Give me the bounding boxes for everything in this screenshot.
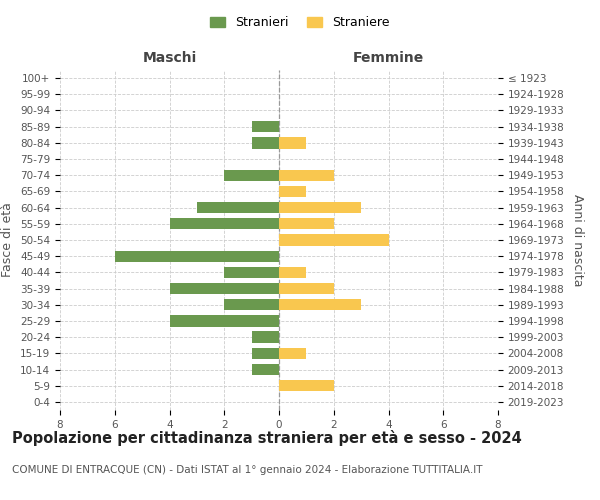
Bar: [279, 170, 334, 181]
Bar: [197, 202, 279, 213]
Y-axis label: Fasce di età: Fasce di età: [1, 202, 14, 278]
Bar: [115, 250, 279, 262]
Bar: [224, 170, 279, 181]
Bar: [251, 137, 279, 148]
Bar: [251, 348, 279, 359]
Text: Popolazione per cittadinanza straniera per età e sesso - 2024: Popolazione per cittadinanza straniera p…: [12, 430, 522, 446]
Bar: [279, 380, 334, 392]
Bar: [170, 218, 279, 230]
Text: COMUNE DI ENTRACQUE (CN) - Dati ISTAT al 1° gennaio 2024 - Elaborazione TUTTITAL: COMUNE DI ENTRACQUE (CN) - Dati ISTAT al…: [12, 465, 482, 475]
Bar: [279, 348, 307, 359]
Bar: [224, 266, 279, 278]
Bar: [251, 364, 279, 375]
Bar: [251, 121, 279, 132]
Bar: [279, 234, 389, 246]
Bar: [279, 137, 307, 148]
Legend: Stranieri, Straniere: Stranieri, Straniere: [205, 11, 395, 34]
Bar: [279, 283, 334, 294]
Bar: [170, 283, 279, 294]
Bar: [279, 186, 307, 197]
Bar: [279, 266, 307, 278]
Bar: [279, 202, 361, 213]
Bar: [279, 299, 361, 310]
Bar: [251, 332, 279, 343]
Text: Femmine: Femmine: [353, 51, 424, 65]
Bar: [279, 218, 334, 230]
Text: Maschi: Maschi: [142, 51, 197, 65]
Bar: [224, 299, 279, 310]
Y-axis label: Anni di nascita: Anni di nascita: [571, 194, 584, 286]
Bar: [170, 316, 279, 326]
